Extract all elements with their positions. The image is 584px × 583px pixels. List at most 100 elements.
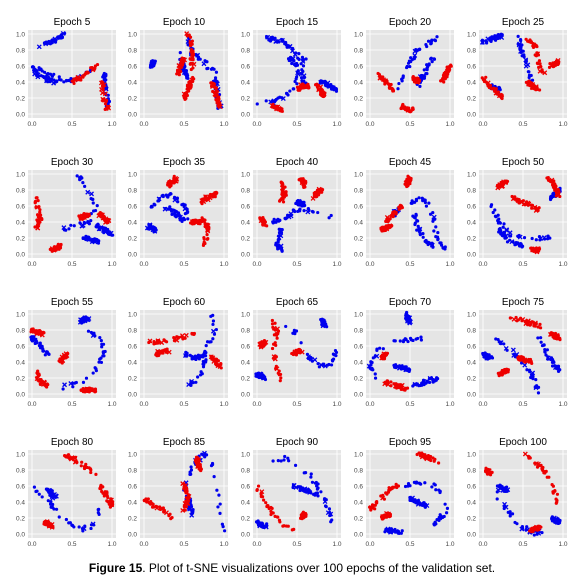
red-point <box>382 353 386 357</box>
red-point <box>405 184 409 189</box>
blue-point <box>50 505 55 509</box>
red-point <box>216 359 220 363</box>
x-tick-label: 1.0 <box>107 401 116 408</box>
blue-point <box>304 490 309 494</box>
red-point <box>382 79 386 83</box>
red-cross-marker <box>555 192 561 198</box>
red-point <box>30 327 34 331</box>
blue-point <box>201 359 205 364</box>
red-point <box>536 208 540 213</box>
blue-point <box>398 339 402 343</box>
blue-point <box>277 219 281 223</box>
blue-point <box>427 241 431 245</box>
blue-point <box>530 78 535 82</box>
y-tick-label: 0.0 <box>16 252 25 259</box>
blue-point <box>213 76 218 80</box>
blue-point <box>434 488 438 492</box>
blue-point <box>99 338 103 343</box>
red-point <box>385 382 389 386</box>
red-point <box>255 488 259 492</box>
blue-point <box>257 371 261 375</box>
red-point <box>203 218 207 222</box>
blue-point <box>296 200 300 204</box>
red-point <box>503 368 507 372</box>
blue-point <box>434 225 438 229</box>
blue-cross-marker <box>366 363 372 369</box>
panel-title: Epoch 100 <box>499 437 547 448</box>
red-point <box>79 464 83 468</box>
tsne-panel: Epoch 300.00.20.40.60.81.00.0 0.5 1.0 <box>16 157 117 268</box>
blue-point <box>83 184 87 188</box>
blue-point <box>417 383 421 388</box>
y-tick-label: 0.2 <box>467 96 476 103</box>
y-tick-label: 0.8 <box>467 468 476 475</box>
blue-point <box>298 199 302 203</box>
panel-title: Epoch 80 <box>51 437 94 448</box>
y-tick-label: 0.0 <box>16 392 25 399</box>
blue-point <box>272 100 276 104</box>
x-tick-label: 1.0 <box>107 541 116 548</box>
red-point <box>312 192 316 196</box>
panel-title: Epoch 75 <box>502 297 545 308</box>
blue-point <box>314 480 318 485</box>
red-point <box>398 206 402 211</box>
blue-point <box>299 341 303 345</box>
red-cross-marker <box>493 90 499 96</box>
x-tick-label: 0.5 <box>179 261 188 268</box>
red-point <box>216 96 221 100</box>
blue-point <box>79 175 83 179</box>
blue-point <box>255 102 259 106</box>
red-point <box>187 495 191 499</box>
red-point <box>46 383 50 387</box>
red-point <box>542 470 546 474</box>
blue-point <box>513 520 517 525</box>
blue-point <box>332 88 336 92</box>
blue-cross-marker <box>412 381 418 387</box>
red-point <box>189 67 193 72</box>
x-tick-label: 0.0 <box>478 401 487 408</box>
red-point <box>82 216 86 221</box>
blue-point <box>508 238 512 242</box>
red-point <box>272 342 276 346</box>
red-point <box>72 78 76 82</box>
red-point <box>83 390 87 394</box>
red-point <box>212 84 216 88</box>
blue-point <box>491 210 495 215</box>
blue-cross-marker <box>374 353 380 359</box>
y-tick-label: 0.0 <box>354 532 363 539</box>
red-point <box>154 504 158 508</box>
y-tick-label: 0.4 <box>16 80 25 87</box>
blue-point <box>329 213 333 218</box>
red-point <box>275 336 279 340</box>
blue-point <box>327 362 331 367</box>
blue-point <box>403 337 407 341</box>
red-point <box>213 358 218 362</box>
blue-point <box>421 378 426 382</box>
red-point <box>524 320 528 324</box>
blue-point <box>435 35 439 39</box>
blue-point <box>403 368 407 372</box>
red-point <box>170 515 174 520</box>
blue-point <box>103 349 107 354</box>
blue-point <box>293 79 297 84</box>
blue-point <box>421 232 425 236</box>
blue-point <box>194 380 198 384</box>
blue-point <box>429 376 434 380</box>
blue-point <box>417 196 421 200</box>
red-point <box>317 83 321 88</box>
tsne-panel: Epoch 450.00.20.40.60.81.00.0 0.5 1.0 <box>354 157 455 268</box>
y-tick-label: 0.8 <box>354 188 363 195</box>
blue-cross-marker <box>162 206 168 212</box>
tsne-panel: Epoch 550.00.20.40.60.81.00.0 0.5 1.0 <box>16 297 117 408</box>
blue-point <box>37 492 41 496</box>
blue-point <box>182 204 186 209</box>
blue-point <box>536 336 540 340</box>
blue-point <box>329 363 334 367</box>
red-point <box>270 318 274 323</box>
blue-point <box>553 519 557 523</box>
blue-point <box>508 511 512 515</box>
red-point <box>492 86 496 90</box>
blue-point <box>375 348 379 353</box>
y-tick-label: 1.0 <box>354 172 363 179</box>
x-tick-label: 1.0 <box>558 541 567 548</box>
